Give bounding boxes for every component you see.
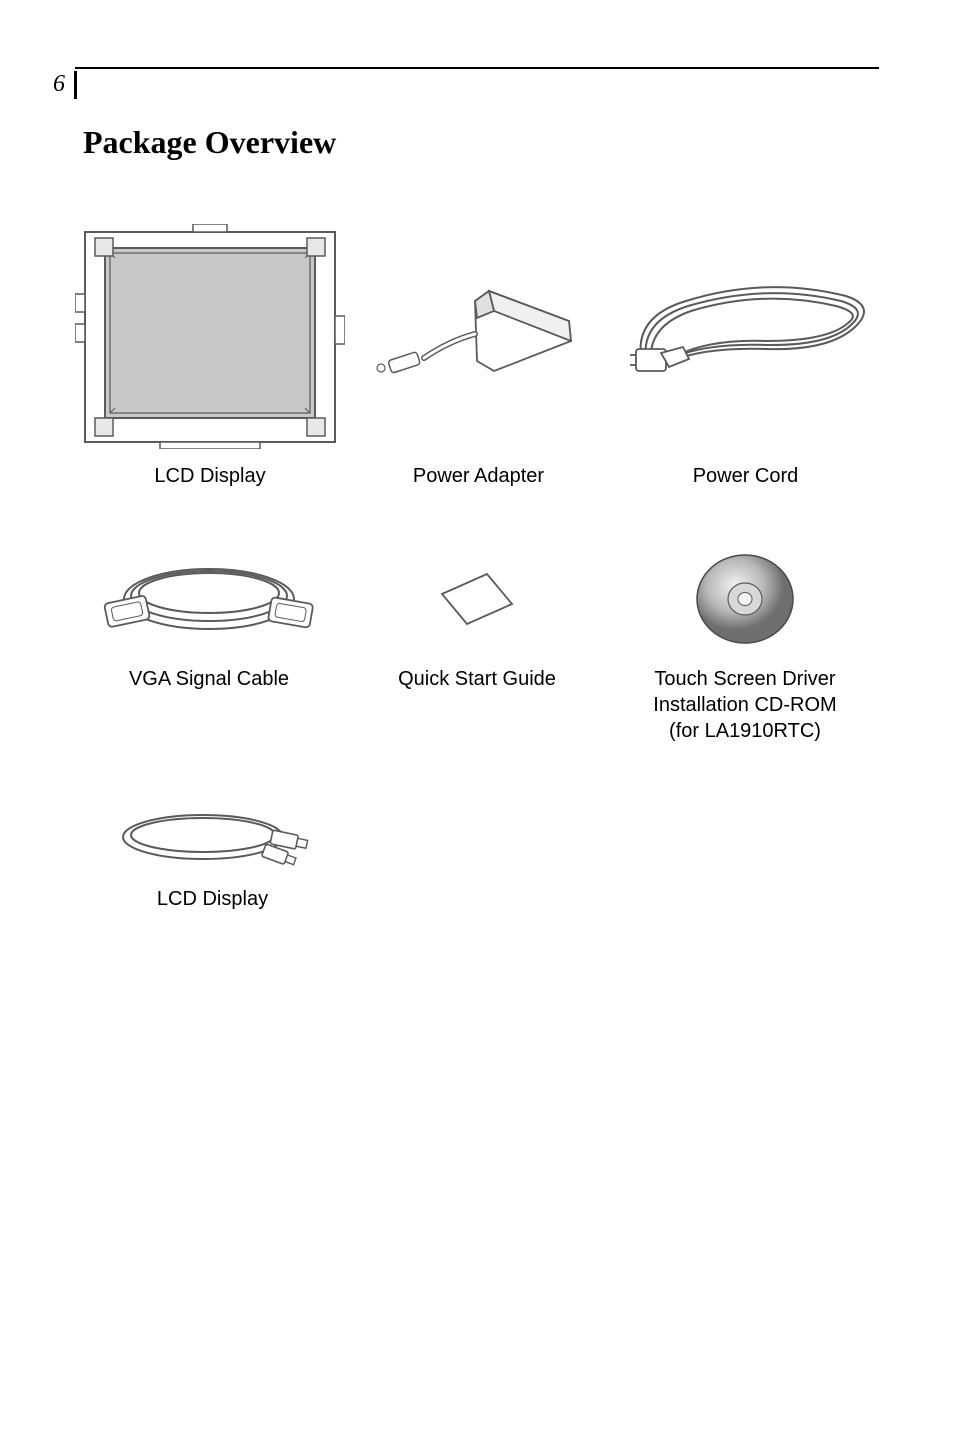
item-label: Power Adapter <box>413 463 544 489</box>
item-label: LCD Display <box>154 463 265 489</box>
vga-cable-icon <box>75 544 343 654</box>
power-adapter-icon <box>345 221 612 451</box>
grid-row: LCD Display Power Adapter <box>75 221 879 489</box>
page-number: 6 <box>53 71 65 98</box>
quick-start-guide-icon <box>343 544 611 654</box>
item-label: Touch Screen DriverInstallation CD-ROM(f… <box>653 666 836 744</box>
package-grid: LCD Display Power Adapter <box>75 221 879 912</box>
package-item: Touch Screen DriverInstallation CD-ROM(f… <box>611 544 879 744</box>
package-item: LCD Display <box>75 221 345 489</box>
page-header: 6 <box>75 67 879 69</box>
item-label: VGA Signal Cable <box>129 666 289 692</box>
package-item: Quick Start Guide <box>343 544 611 692</box>
lcd-display-icon <box>75 221 345 451</box>
page-number-bar <box>74 71 77 99</box>
power-cord-icon <box>612 221 879 451</box>
grid-row: VGA Signal Cable Quick Start Guide <box>75 544 879 744</box>
usb-cable-icon <box>75 799 350 874</box>
package-item: Power Cord <box>612 221 879 489</box>
cd-rom-icon <box>611 544 879 654</box>
item-label: Power Cord <box>693 463 799 489</box>
grid-row: LCD Display <box>75 799 879 912</box>
page-title: Package Overview <box>83 124 879 161</box>
package-item: Power Adapter <box>345 221 612 489</box>
item-label: Quick Start Guide <box>398 666 556 692</box>
package-item: VGA Signal Cable <box>75 544 343 692</box>
item-label: LCD Display <box>157 886 268 912</box>
package-item: LCD Display <box>75 799 350 912</box>
